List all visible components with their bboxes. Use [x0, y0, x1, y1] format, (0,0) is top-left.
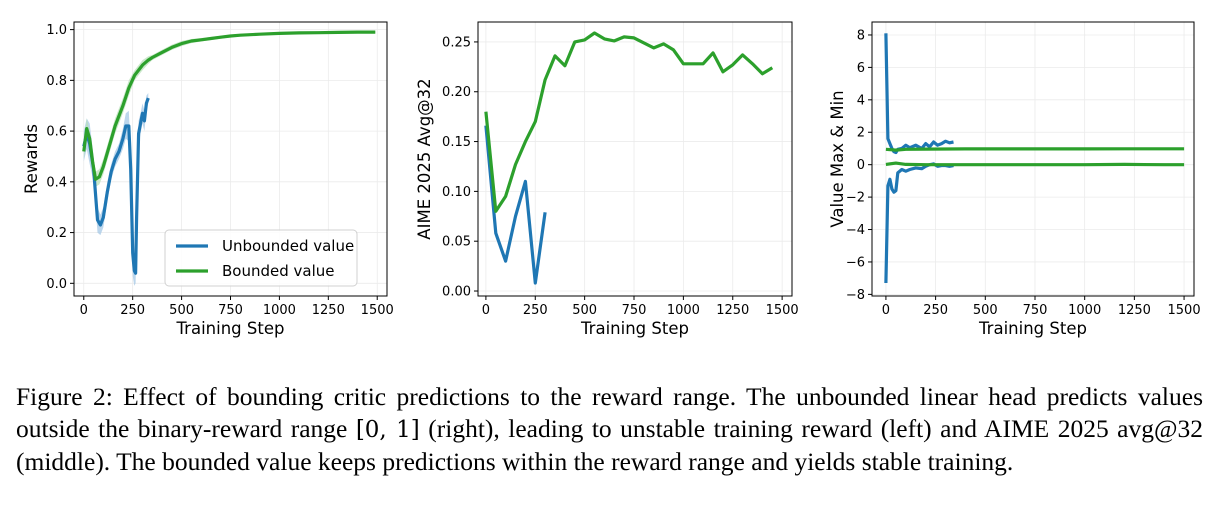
y-tick-label: 0.00	[442, 285, 471, 300]
y-tick-label: 0.10	[442, 185, 471, 200]
caption-math: [0, 1]	[355, 417, 420, 444]
series-line-unbounded-value-min	[884, 162, 954, 284]
figure-caption: Figure 2: Effect of bounding critic pred…	[16, 381, 1203, 478]
y-tick-label: 0.20	[442, 85, 471, 100]
y-tick-label: −4	[846, 223, 865, 238]
y-tick-label: 0.6	[46, 125, 67, 140]
x-axis-label: Training Step	[580, 319, 689, 338]
y-axis-label: Value Max & Min	[828, 90, 847, 227]
y-tick-label: 8	[857, 28, 865, 43]
x-tick-label: 250	[523, 303, 548, 318]
y-tick-label: 6	[857, 61, 865, 76]
x-tick-label: 1250	[1118, 303, 1151, 318]
series-line-bounded-value-max	[885, 147, 1185, 152]
y-tick-label: 0.25	[442, 35, 471, 50]
x-tick-label: 750	[1023, 303, 1048, 318]
y-axis-label: AIME 2025 Avg@32	[415, 78, 434, 239]
y-axis-label: Rewards	[22, 124, 41, 194]
chart-panel-1: 0 250 500 750 1000 1250 1500 0.0 0.2 0.4 0.6 0.8 1.0…	[22, 21, 394, 338]
y-tick-label: 0	[857, 158, 865, 173]
y-tick-label: 0.0	[46, 277, 67, 292]
y-tick-label: −8	[846, 288, 865, 303]
legend-label-unbounded: Unbounded value	[222, 237, 354, 255]
x-tick-label: 1500	[1168, 303, 1201, 318]
y-tick-label: 0.8	[46, 74, 67, 89]
x-tick-label: 250	[120, 303, 145, 318]
series-line-unbounded-value-max	[884, 33, 954, 155]
series-line-unbounded-value	[484, 125, 547, 285]
y-tick-label: 4	[857, 93, 865, 108]
x-tick-label: 1000	[667, 303, 700, 318]
x-axis-label: Training Step	[978, 319, 1087, 338]
caption-text-2: (right), leading to unstable training re…	[16, 414, 1203, 476]
y-tick-label: 0.2	[46, 226, 67, 241]
figure-panels: 0 250 500 750 1000 1250 1500 0.0 0.2 0.4 0.6 0.8 1.0…	[22, 21, 1201, 338]
series-line-bounded-value	[82, 30, 376, 181]
x-axis-label: Training Step	[176, 319, 285, 338]
series-line-bounded-value-min	[885, 161, 1185, 167]
y-tick-label: 0.4	[46, 175, 67, 190]
x-tick-label: 750	[218, 303, 243, 318]
x-tick-label: 1250	[312, 303, 345, 318]
chart-panel-2: 0 250 500 750 1000 1250 1500 0.00 0.05 0.10 0.15 0.…	[415, 21, 799, 338]
y-tick-label: 0.15	[442, 135, 471, 150]
x-tick-label: 1500	[766, 303, 799, 318]
x-tick-label: 250	[923, 303, 948, 318]
x-tick-label: 1500	[361, 303, 394, 318]
x-tick-label: 1000	[263, 303, 296, 318]
plot-frame	[477, 21, 793, 297]
series-band-2	[83, 31, 376, 187]
x-tick-label: 500	[973, 303, 998, 318]
y-tick-label: 0.05	[442, 235, 471, 250]
plot-frame	[871, 21, 1195, 297]
legend-label-bounded: Bounded value	[222, 262, 335, 280]
series-line-bounded-value	[484, 31, 774, 213]
x-tick-label: 500	[169, 303, 194, 318]
x-tick-label: 1250	[716, 303, 749, 318]
y-tick-label: 1.0	[46, 23, 67, 38]
x-tick-label: 0	[80, 303, 88, 318]
x-tick-label: 750	[622, 303, 647, 318]
chart-panel-3: 0 250 500 750 1000 1250 1500 −8 −6 −4 −2 0 2 4 6 8 Train…	[828, 21, 1201, 338]
x-tick-label: 0	[882, 303, 890, 318]
caption-text-1: Figure 2: Effect of bounding critic pred…	[16, 382, 1203, 444]
series-line-unbounded-value	[82, 97, 150, 275]
x-tick-label: 1000	[1068, 303, 1101, 318]
y-tick-label: −2	[846, 191, 865, 206]
legend: Unbounded value Bounded value	[164, 229, 358, 287]
y-tick-label: 2	[857, 126, 865, 141]
x-tick-label: 0	[482, 303, 490, 318]
y-tick-label: −6	[846, 255, 865, 270]
x-tick-label: 500	[572, 303, 597, 318]
legend-box	[164, 229, 358, 287]
